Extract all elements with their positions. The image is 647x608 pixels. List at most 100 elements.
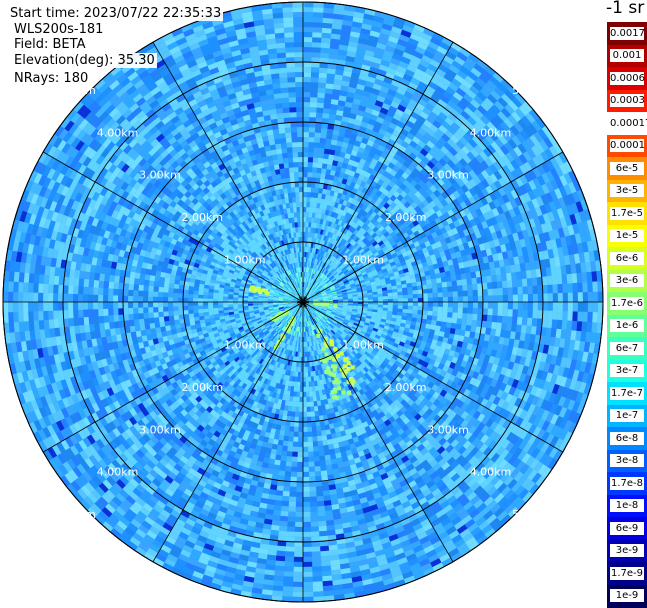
heatmap-cell xyxy=(488,309,493,317)
heatmap-cell xyxy=(493,309,498,317)
heatmap-cell xyxy=(487,282,493,290)
heatmap-cell xyxy=(303,197,307,202)
heatmap-cell xyxy=(312,42,322,48)
heatmap-cell xyxy=(493,288,498,296)
heatmap-cell xyxy=(453,307,458,313)
heatmap-cell xyxy=(588,302,593,313)
heatmap-cell xyxy=(543,293,548,303)
heatmap-cell xyxy=(538,302,543,311)
heatmap-cell xyxy=(458,291,463,297)
heatmap-cell xyxy=(303,177,308,182)
heatmap-cell xyxy=(313,22,324,28)
heatmap-cell xyxy=(532,310,538,319)
heatmap-cell xyxy=(408,294,413,299)
heatmap-cell xyxy=(368,297,373,300)
heatmap-cell xyxy=(323,18,334,24)
heatmap-cell xyxy=(303,107,311,112)
heatmap-cell xyxy=(582,282,588,293)
heatmap-cell xyxy=(323,13,335,19)
heatmap-cell xyxy=(320,48,330,54)
heatmap-cell xyxy=(309,137,316,142)
heatmap-cell xyxy=(498,309,503,317)
heatmap-cell xyxy=(547,276,553,286)
heatmap-cell xyxy=(562,284,568,295)
heatmap-cell xyxy=(311,77,320,83)
heatmap-cell xyxy=(557,275,563,285)
heatmap-cell xyxy=(523,302,528,311)
heatmap-cell xyxy=(418,294,423,299)
heatmap-cell xyxy=(552,311,558,321)
heatmap-cell xyxy=(303,57,313,62)
heatmap-cell xyxy=(303,102,311,107)
heatmap-cell xyxy=(433,293,438,298)
heatmap-cell xyxy=(457,285,463,292)
heatmap-cell xyxy=(303,162,308,167)
heatmap-cell xyxy=(593,292,598,304)
heatmap-cell xyxy=(548,302,553,312)
heatmap-cell xyxy=(468,308,473,315)
heatmap-cell xyxy=(553,293,558,303)
heatmap-cell xyxy=(557,320,563,330)
heatmap-cell xyxy=(308,142,314,147)
heatmap-cell xyxy=(523,286,528,295)
heatmap-cell xyxy=(576,321,582,332)
heatmap-cell xyxy=(311,72,320,78)
heatmap-cell xyxy=(308,157,314,162)
heatmap-cell xyxy=(512,280,518,289)
heatmap-cell xyxy=(557,311,563,321)
heatmap-cell xyxy=(310,92,318,98)
heatmap-cell xyxy=(497,281,503,289)
heatmap-cell xyxy=(598,302,603,314)
heatmap-cell xyxy=(538,294,543,303)
heatmap-cell xyxy=(567,283,573,294)
heatmap-cell xyxy=(303,77,312,82)
heatmap-cell xyxy=(310,107,318,112)
heatmap-cell xyxy=(488,302,493,309)
heatmap-cell xyxy=(423,293,428,298)
heatmap-cell xyxy=(303,147,309,152)
heatmap-cell xyxy=(498,302,503,310)
heatmap-cell xyxy=(303,47,313,52)
heatmap-cell xyxy=(312,32,323,38)
heatmap-cell xyxy=(452,286,458,292)
heatmap-cell xyxy=(309,127,316,132)
heatmap-cell xyxy=(303,232,306,237)
heatmap-cell xyxy=(403,291,408,295)
heatmap-cell xyxy=(552,284,558,294)
heatmap-cell xyxy=(428,293,433,298)
heatmap-cell xyxy=(483,289,488,296)
heatmap-cell xyxy=(552,275,558,285)
heatmap-cell xyxy=(568,293,573,304)
heatmap-cell xyxy=(558,293,563,303)
heatmap-cell xyxy=(532,318,538,328)
heatmap-cell xyxy=(517,279,523,288)
heatmap-cell xyxy=(493,302,498,310)
heatmap-cell xyxy=(398,302,403,306)
heatmap-cell xyxy=(313,12,325,18)
heatmap-cell xyxy=(303,12,314,17)
heatmap-cell xyxy=(303,97,311,102)
heatmap-cell xyxy=(303,167,308,172)
heatmap-cell xyxy=(443,302,448,308)
heatmap-cell xyxy=(573,292,578,303)
heatmap-cell xyxy=(568,302,573,313)
heatmap-cell xyxy=(318,83,327,89)
heatmap-cell xyxy=(303,122,310,127)
heatmap-cell xyxy=(303,132,310,137)
heatmap-cell xyxy=(563,302,568,312)
heatmap-cell xyxy=(503,302,508,310)
heatmap-cell xyxy=(558,302,563,312)
heatmap-cell xyxy=(478,289,483,296)
heatmap-cell xyxy=(522,279,528,288)
heatmap-cell xyxy=(562,311,568,321)
heatmap-cell xyxy=(303,87,311,92)
heatmap-cell xyxy=(318,88,327,94)
heatmap-cell xyxy=(578,292,583,303)
heatmap-cell xyxy=(532,277,538,287)
heatmap-cell xyxy=(472,284,478,291)
heatmap-cell xyxy=(572,311,578,322)
heatmap-cell xyxy=(498,288,503,296)
heatmap-cell xyxy=(309,132,316,137)
heatmap-cell xyxy=(363,298,368,301)
heatmap-cell xyxy=(592,312,598,324)
